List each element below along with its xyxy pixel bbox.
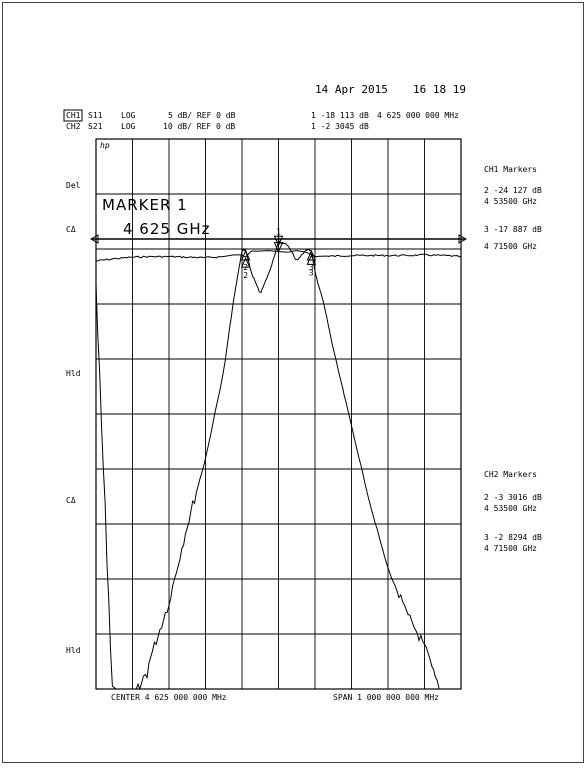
ch1-m3-value: 3 -17 887 dB — [484, 225, 542, 234]
reference-right-arrow — [458, 234, 468, 244]
ch2-markers-title: CH2 Markers — [484, 470, 537, 479]
label-del: Del — [66, 181, 81, 190]
ch1-markers-title: CH1 Markers — [484, 165, 537, 174]
label-ca-top: CΔ — [66, 225, 76, 234]
marker-2-ch2-label: 2 — [243, 271, 248, 280]
ch2-m3-value: 3 -2 8294 dB — [484, 533, 542, 542]
header-date: 14 Apr 2015 — [315, 83, 388, 96]
header-time: 16 18 19 — [413, 83, 466, 96]
ch2-format: LOG — [121, 122, 136, 131]
marker-1-ch1-label: 1 — [276, 227, 281, 236]
footer-span: SPAN 1 000 000 000 MHz — [333, 693, 439, 702]
ch1-name: CH1 — [66, 111, 81, 120]
ch2-m3-freq: 4 71500 GHz — [484, 544, 537, 553]
ch2-m2-freq: 4 53500 GHz — [484, 504, 537, 513]
ch1-m3-freq: 4 71500 GHz — [484, 242, 537, 251]
ch2-param: S21 — [88, 122, 103, 131]
label-hld-mid: Hld — [66, 369, 81, 378]
marker-box-title: MARKER 1 — [102, 196, 188, 214]
ch1-scale: 5 dB/ REF 0 dB — [168, 111, 236, 120]
marker-3-ch2-label: 3 — [309, 268, 314, 277]
marker-1-ch1-icon — [273, 235, 284, 247]
plot-sheet: 14 Apr 2015 16 18 19 CH1 S11 LOG 5 dB/ R… — [2, 2, 584, 763]
ch1-active-box — [63, 109, 83, 122]
ch1-m2-freq: 4 53500 GHz — [484, 197, 537, 206]
ch1-format: LOG — [121, 111, 136, 120]
label-hld-bottom: Hld — [66, 646, 81, 655]
ch2-m2-value: 2 -3 3016 dB — [484, 493, 542, 502]
ch1-param: S11 — [88, 111, 103, 120]
ch1-marker-freq: 4 625 000 000 MHz — [377, 111, 459, 120]
marker-2-ch2-icon — [240, 256, 251, 268]
marker-glyphs: 11 22 33 — [240, 227, 317, 280]
ch2-name: CH2 — [66, 122, 81, 131]
ch1-m2-value: 2 -24 127 dB — [484, 186, 542, 195]
reference-left-arrow — [89, 234, 99, 244]
marker-2-ch1-icon — [240, 249, 251, 261]
analyzer-display: 14 Apr 2015 16 18 19 CH1 S11 LOG 5 dB/ R… — [63, 83, 542, 702]
marker-box-freq: 4 625 GHz — [123, 220, 211, 238]
marker-3-ch1-label: 3 — [309, 263, 314, 272]
plot-grid — [92, 138, 465, 690]
trace-ch1-s11 — [95, 241, 461, 691]
marker-1-ch2-label: 1 — [276, 235, 281, 244]
ch2-marker-readout: 1 -2 3045 dB — [311, 122, 369, 131]
ch1-marker-readout: 1 -18 113 dB — [311, 111, 369, 120]
hp-logo: hp — [100, 141, 110, 150]
label-ca-bottom: CΔ — [66, 496, 76, 505]
marker-3-ch1-icon — [306, 249, 317, 261]
footer-center: CENTER 4 625 000 000 MHz — [111, 693, 227, 702]
marker-2-ch1-label: 2 — [243, 263, 248, 272]
marker-1-ch2-icon — [273, 242, 284, 253]
ch2-scale: 10 dB/ REF 0 dB — [163, 122, 235, 131]
